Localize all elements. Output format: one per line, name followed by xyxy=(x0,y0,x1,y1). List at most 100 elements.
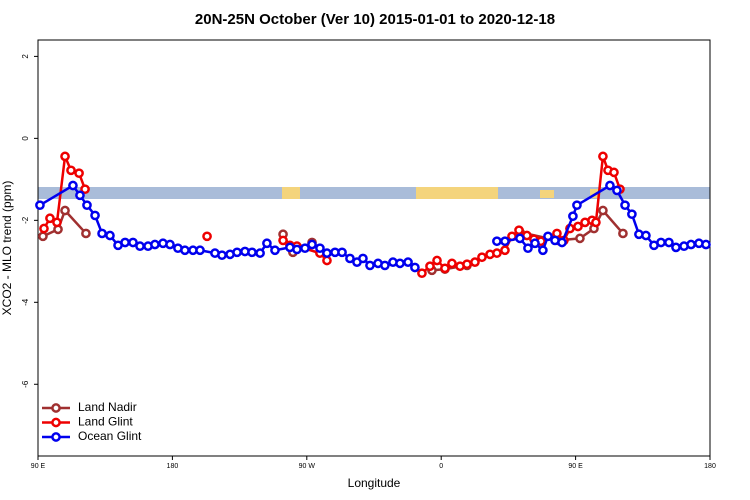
y-tick-label: -4 xyxy=(21,298,30,306)
data-point xyxy=(217,250,227,261)
data-point xyxy=(358,253,368,264)
plot-frame xyxy=(37,39,711,457)
data-point xyxy=(365,260,375,271)
data-point xyxy=(515,233,525,244)
data-point xyxy=(686,239,696,250)
data-point xyxy=(278,235,288,246)
data-point xyxy=(337,247,347,258)
data-point xyxy=(75,190,85,201)
data-point xyxy=(575,233,585,244)
data-point xyxy=(447,258,457,269)
x-axis-label: Longitude xyxy=(348,476,401,490)
y-tick-label: 0 xyxy=(21,136,30,141)
data-point xyxy=(150,239,160,250)
data-point xyxy=(68,180,78,191)
data-point xyxy=(35,200,45,211)
data-point xyxy=(530,238,540,249)
data-point xyxy=(568,211,578,222)
data-point xyxy=(345,253,355,264)
data-point xyxy=(307,239,317,250)
data-point xyxy=(492,236,502,247)
data-point xyxy=(128,237,138,248)
series-line xyxy=(42,208,87,238)
data-point xyxy=(380,260,390,271)
data-point xyxy=(572,200,582,211)
data-point xyxy=(300,243,310,254)
data-point xyxy=(38,231,48,242)
data-point xyxy=(165,239,175,250)
data-point xyxy=(598,151,608,162)
data-point xyxy=(180,245,190,256)
data-point xyxy=(462,259,472,270)
data-point xyxy=(60,205,70,216)
legend-label: Ocean Glint xyxy=(78,429,142,443)
data-point xyxy=(195,245,205,256)
data-point xyxy=(671,242,681,253)
data-point xyxy=(80,184,90,195)
data-point xyxy=(82,200,92,211)
legend-marker xyxy=(51,417,61,428)
data-point xyxy=(500,245,510,256)
data-point xyxy=(440,263,450,274)
data-point xyxy=(664,237,674,248)
y-tick-label: -6 xyxy=(21,380,30,388)
data-point xyxy=(232,247,242,258)
legend-marker xyxy=(51,432,61,442)
data-point xyxy=(618,228,628,239)
x-tick-label: 180 xyxy=(167,463,179,470)
data-point xyxy=(410,262,420,273)
data-point xyxy=(620,200,630,211)
y-tick-label: -2 xyxy=(21,216,30,224)
legend-marker xyxy=(51,403,61,413)
data-point xyxy=(120,237,130,248)
data-point xyxy=(135,241,145,252)
data-point xyxy=(39,223,49,234)
data-point xyxy=(470,257,480,267)
y-tick-label: 2 xyxy=(21,54,30,59)
data-point xyxy=(701,239,711,250)
x-tick-label: 90 E xyxy=(31,463,46,470)
data-point xyxy=(292,244,302,255)
data-point xyxy=(81,228,91,239)
data-point xyxy=(97,228,107,239)
data-point xyxy=(45,213,55,224)
data-point xyxy=(656,237,666,248)
data-point xyxy=(627,209,637,220)
data-point xyxy=(425,261,435,272)
data-point xyxy=(247,247,257,258)
data-point xyxy=(641,230,651,241)
data-point xyxy=(395,258,405,269)
data-point xyxy=(202,231,212,242)
data-point xyxy=(605,180,615,191)
data-point xyxy=(322,248,332,258)
data-point xyxy=(514,225,524,236)
data-point xyxy=(74,168,84,179)
x-tick-label: 90 E xyxy=(568,463,583,470)
data-point xyxy=(432,255,442,266)
data-point xyxy=(262,238,272,249)
data-point xyxy=(255,248,265,258)
data-point xyxy=(270,245,280,256)
data-point xyxy=(612,185,622,196)
data-point xyxy=(543,231,553,242)
data-point xyxy=(523,243,533,254)
data-point xyxy=(492,248,502,258)
chart-title: 20N-25N October (Ver 10) 2015-01-01 to 2… xyxy=(195,11,555,28)
data-point xyxy=(598,205,608,216)
x-tick-label: 0 xyxy=(439,463,443,470)
data-point xyxy=(60,151,70,162)
data-point xyxy=(417,268,427,279)
data-point xyxy=(403,257,413,267)
data-point xyxy=(315,243,325,254)
series-line xyxy=(421,155,622,275)
y-axis-label: XCO2 - MLO trend (ppm) xyxy=(0,181,14,316)
data-point xyxy=(322,255,332,266)
data-point xyxy=(591,217,601,228)
data-point xyxy=(500,236,510,247)
data-point xyxy=(573,221,583,232)
legend-label: Land Glint xyxy=(78,415,133,429)
x-tick-label: 90 W xyxy=(299,463,316,470)
data-point xyxy=(477,252,487,263)
data-point xyxy=(538,245,548,256)
